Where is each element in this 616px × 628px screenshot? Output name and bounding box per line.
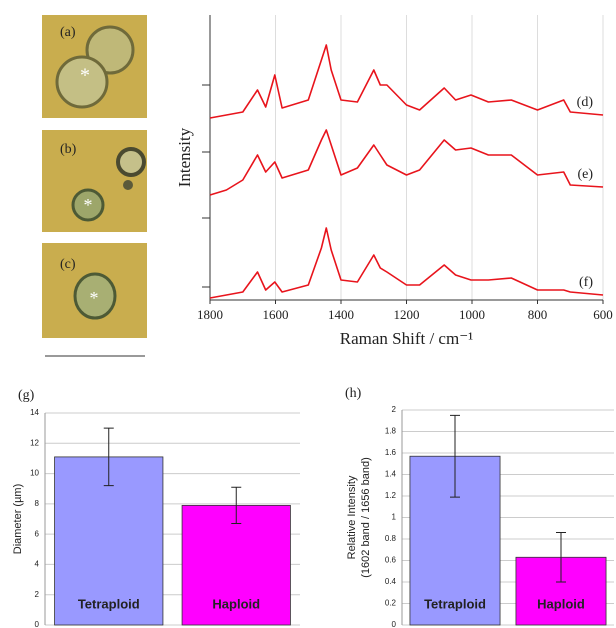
x-axis-label: Raman Shift / cm⁻¹ <box>340 329 474 348</box>
image-label: (a) <box>60 25 76 40</box>
y-tick-label: 0.8 <box>385 534 397 543</box>
y-tick-label: 1.4 <box>385 470 397 479</box>
y-tick-label: 8 <box>35 499 40 508</box>
y-tick-label: 0.2 <box>385 599 397 608</box>
x-tick-label: 1000 <box>459 307 485 322</box>
y-tick-label: 2 <box>392 405 397 414</box>
panel-label: (g) <box>18 388 35 403</box>
series-label: (d) <box>577 95 594 110</box>
category-label: Tetraploid <box>78 596 140 611</box>
micrograph-c: (c) * <box>42 243 147 338</box>
category-label: Haploid <box>212 596 260 611</box>
y-tick-label: 2 <box>35 590 40 599</box>
image-label: (c) <box>60 257 76 272</box>
series-label: (e) <box>577 167 593 182</box>
y-tick-label: 10 <box>30 469 39 478</box>
error-bar <box>231 486 242 525</box>
x-tick-label: 800 <box>528 307 548 322</box>
x-tick-label: 1800 <box>197 307 223 322</box>
y-tick-label: 0.6 <box>385 556 397 565</box>
y-tick-label: 1.2 <box>385 491 397 500</box>
panel-label: (h) <box>345 386 362 401</box>
spectrum-line <box>209 227 604 299</box>
error-bar <box>103 427 114 487</box>
x-tick-label: 600 <box>593 307 613 322</box>
y-axis-label: Intensity <box>175 127 194 187</box>
category-label: Haploid <box>537 596 585 611</box>
y-axis-label: (1602 band / 1656 band) <box>360 457 372 578</box>
y-tick-label: 1 <box>392 513 397 522</box>
y-axis-label: Diameter (µm) <box>12 484 24 555</box>
asterisk: * <box>90 288 99 308</box>
y-tick-label: 1.8 <box>385 427 397 436</box>
micrograph-b: (b) * <box>42 130 147 232</box>
error-bar <box>450 414 460 498</box>
x-tick-label: 1400 <box>328 307 354 322</box>
bar <box>181 504 291 626</box>
asterisk: * <box>84 195 93 215</box>
micrograph-a: (a) * <box>42 15 147 118</box>
series-label: (f) <box>579 275 593 290</box>
x-tick-label: 1600 <box>263 307 289 322</box>
error-bar <box>556 532 566 583</box>
y-tick-label: 6 <box>35 529 40 538</box>
spectrum-line <box>209 44 604 119</box>
y-tick-label: 14 <box>30 408 39 417</box>
y-tick-label: 12 <box>30 438 39 447</box>
y-tick-label: 4 <box>35 560 40 569</box>
y-tick-label: 1.6 <box>385 448 397 457</box>
image-label: (b) <box>60 142 77 157</box>
spectrum-line <box>209 129 604 196</box>
x-tick-label: 1200 <box>394 307 420 322</box>
y-axis-label: Relative Intensity <box>346 475 358 559</box>
y-tick-label: 0 <box>35 620 40 628</box>
y-tick-label: 0.4 <box>385 577 397 586</box>
asterisk: * <box>80 65 90 87</box>
y-tick-label: 0 <box>392 620 397 628</box>
category-label: Tetraploid <box>424 596 486 611</box>
